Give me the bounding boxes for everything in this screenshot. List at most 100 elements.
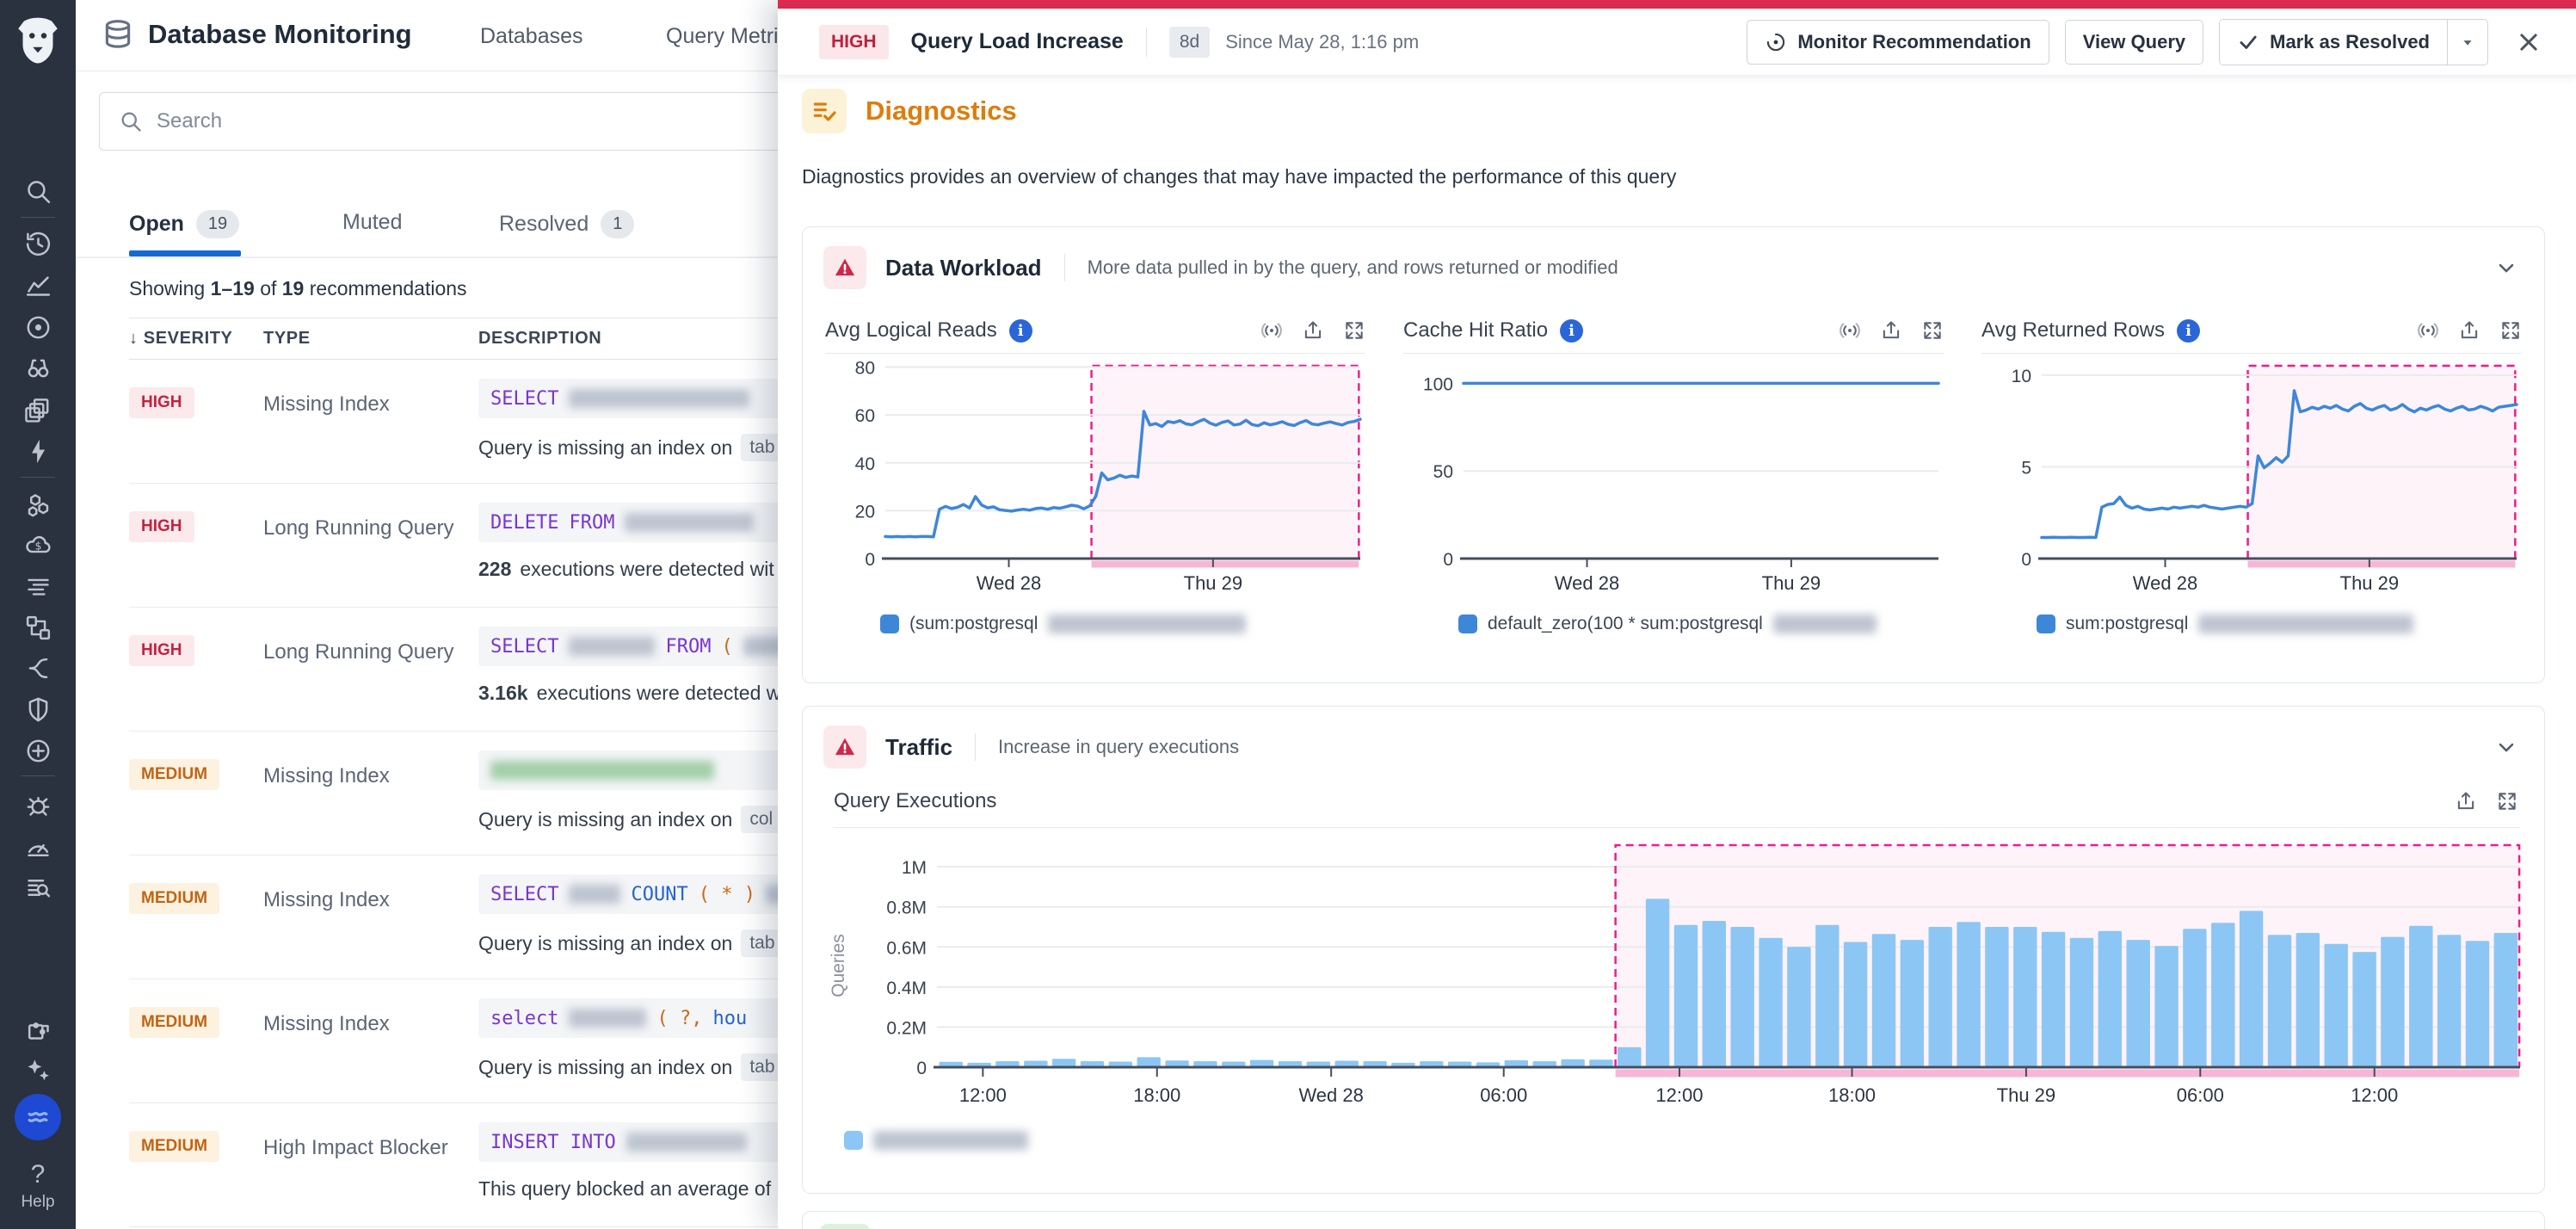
sidebar-item-logs[interactable] [19,567,57,605]
sidebar-item-log-search[interactable] [19,868,57,906]
svg-text:20: 20 [855,502,875,522]
redacted-text [1772,614,1877,633]
code-chip: tab [741,929,781,957]
chart-legend[interactable]: (sum:postgresql [880,614,1384,634]
chart-legend[interactable]: sum:postgresql [2037,614,2541,634]
info-icon[interactable]: i [2177,318,2200,343]
svg-text:40: 40 [855,454,875,474]
svg-text:100: 100 [1423,374,1453,394]
sidebar-item-dashboards[interactable] [19,391,57,429]
column-severity[interactable]: ↓ SEVERITY [129,329,233,348]
search-input[interactable]: Search [99,92,796,151]
expand-icon[interactable] [2499,319,2522,342]
data-workload-header[interactable]: Data Workload More data pulled in by the… [803,227,2544,289]
traffic-header[interactable]: Traffic Increase in query executions [803,707,2544,769]
help-button[interactable]: ? Help [0,1160,76,1212]
svg-text:Thu 29: Thu 29 [1762,572,1821,594]
chart-title: Cache Hit Ratio [1403,318,1549,342]
svg-text:Thu 29: Thu 29 [2340,572,2400,594]
sidebar-item-ci-cd[interactable] [19,732,57,769]
sidebar-item-security[interactable] [19,690,57,728]
sidebar-item-error-tracking[interactable] [19,786,57,824]
legend-swatch [844,1131,863,1150]
sidebar-divider [21,477,55,478]
query-snippet: INSERT INTO [478,1122,805,1162]
svg-text:0: 0 [2021,550,2031,570]
radar-icon[interactable] [1260,319,1283,342]
column-type[interactable]: TYPE [263,329,311,348]
resolve-dropdown-caret[interactable] [2447,19,2487,65]
recommendation-description: 3.16k executions were detected w [478,682,781,704]
column-description[interactable]: DESCRIPTION [478,329,602,348]
redacted-text [873,1131,1028,1150]
list-tab-resolved[interactable]: Resolved 1 [499,210,635,238]
svg-text:80: 80 [855,359,875,379]
info-icon[interactable]: i [1560,318,1584,343]
expand-icon[interactable] [1343,319,1365,342]
recommendation-type: Long Running Query [263,640,454,664]
query-snippet: select( ?, hou [478,998,805,1038]
code-chip: col [741,806,781,833]
sidebar-item-database-monitoring[interactable] [15,1094,61,1140]
age-badge: 8d [1168,26,1211,58]
radar-icon[interactable] [2417,319,2439,342]
redacted-text [625,513,755,532]
chevron-down-icon[interactable] [2494,256,2518,280]
export-icon[interactable] [2455,790,2477,812]
severity-badge: MEDIUM [129,759,220,790]
list-tab-muted[interactable]: Muted [342,210,403,234]
data-workload-subtitle: More data pulled in by the query, and ro… [1087,256,1618,278]
export-icon[interactable] [2458,319,2480,342]
svg-text:0.6M: 0.6M [886,938,927,958]
svg-text:Wed 28: Wed 28 [2133,572,2197,594]
redacted-text [1048,614,1247,633]
sidebar-item-cloud-cost[interactable]: $ [19,526,57,564]
severity-badge: HIGH [819,24,889,59]
sidebar-item-metrics[interactable] [19,266,57,304]
monitor-recommendation-button[interactable]: Monitor Recommendation [1747,19,2049,65]
database-icon [100,17,136,53]
query-snippet: SELECT [478,379,805,418]
table-row[interactable]: HIGH Long Running Query DELETE FROM 228 execu… [129,484,2576,608]
chart-legend[interactable] [844,1131,2544,1150]
view-query-button[interactable]: View Query [2064,19,2204,65]
sidebar-item-search[interactable] [19,172,57,210]
tab-databases[interactable]: Databases [480,24,583,48]
expand-icon[interactable] [2496,790,2518,812]
sidebar-item-infrastructure[interactable] [19,308,57,346]
mark-as-resolved-button[interactable]: Mark as Resolved [2220,19,2447,65]
info-icon[interactable]: i [1008,318,1032,343]
sidebar-item-integrations[interactable] [19,1010,57,1047]
sidebar-item-service-catalog[interactable] [19,486,57,524]
expand-icon[interactable] [1921,319,1944,342]
sidebar-item-watchdog[interactable] [19,349,57,387]
chart-legend[interactable]: default_zero(100 * sum:postgresql [1458,614,1963,634]
datadog-logo[interactable] [12,14,64,72]
table-row[interactable]: MEDIUM Missing Index SELECT COUNT( * ) Query… [129,855,2576,979]
diagnostics-title: Diagnostics [866,96,1017,126]
export-icon[interactable] [1302,319,1324,342]
tab-query-metrics[interactable]: Query Metrics [666,24,800,48]
diagnostics-description: Diagnostics provides an overview of chan… [802,165,1677,188]
sidebar-item-workflows[interactable] [19,608,57,646]
search-placeholder: Search [157,109,223,133]
sidebar-item-ai-assist[interactable] [19,1051,57,1089]
sidebar-item-history[interactable] [19,225,57,262]
chevron-down-icon[interactable] [2494,735,2518,759]
export-icon[interactable] [1880,319,1902,342]
radar-icon[interactable] [1839,319,1861,342]
query-snippet: SELECT COUNT( * ) [478,874,805,914]
table-row[interactable]: HIGH Missing Index SELECT Query is missing … [129,360,2576,484]
global-sidebar: $ ? Help [0,0,76,1229]
redacted-text [2198,614,2414,633]
recommendation-type: Missing Index [263,392,390,416]
sidebar-item-profiling[interactable] [19,827,57,865]
sidebar-item-synthetics[interactable] [19,649,57,687]
list-tab-open[interactable]: Open 19 [129,210,240,238]
close-panel-button[interactable] [2516,29,2542,55]
sidebar-item-apm[interactable] [19,432,57,470]
since-timestamp: Since May 28, 1:16 pm [1225,30,1420,52]
query-executions-chart: 0 0.2M 0.4M 0.6M 0.8M 1M Queries 12:00 18:00 Wed … [822,837,2544,1126]
svg-text:0.2M: 0.2M [886,1018,927,1038]
